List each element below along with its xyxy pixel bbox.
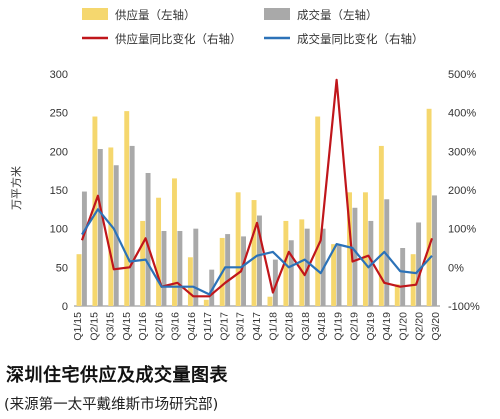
bar-supply	[362, 192, 368, 306]
bar-transaction	[193, 228, 199, 306]
bar-transaction	[81, 191, 87, 306]
x-tick-label: Q1/19	[332, 312, 344, 341]
bar-transaction	[432, 195, 437, 306]
x-tick-label: Q3/17	[235, 312, 247, 341]
bar-supply	[267, 296, 273, 306]
x-tick-label: Q3/19	[365, 312, 377, 341]
bar-transaction	[97, 149, 103, 306]
y-left-tick-label: 50	[56, 262, 68, 274]
line-supply-yoy	[80, 78, 434, 298]
y-right-tick-label: -100%	[448, 301, 480, 313]
bar-supply	[394, 284, 400, 306]
bar-transaction	[384, 199, 390, 306]
x-tick-label: Q1/17	[202, 312, 214, 341]
legend-swatch-transaction	[264, 8, 290, 20]
bar-transaction	[241, 236, 246, 306]
x-tick-label: Q4/17	[251, 312, 263, 341]
y-right-tick-label: 0%	[448, 262, 464, 274]
y-axis-label: 万平方米	[9, 166, 23, 210]
x-tick-label: Q4/16	[186, 312, 198, 341]
legend-label-transaction: 成交量（左轴）	[297, 8, 378, 22]
legend: 供应量（左轴） 成交量（左轴） 供应量同比变化（右轴） 成交量同比变化（右轴）	[82, 8, 424, 46]
bar-transaction	[129, 145, 135, 306]
x-tick-label: Q3/20	[430, 312, 442, 341]
y-left-tick-label: 150	[50, 185, 68, 197]
bar-supply	[378, 145, 384, 306]
x-tick-label: Q3/15	[105, 312, 117, 341]
bar-supply	[410, 254, 416, 306]
bar-supply	[156, 197, 162, 306]
bar-supply	[92, 116, 98, 307]
x-tick-label: Q1/20	[397, 312, 409, 341]
x-tick-label: Q3/16	[170, 312, 182, 341]
bar-supply	[76, 254, 82, 306]
bar-supply	[426, 108, 432, 306]
y-left-tick-label: 250	[50, 108, 68, 120]
bar-transaction	[336, 244, 342, 306]
legend-label-supply: 供应量（左轴）	[115, 8, 196, 22]
bar-transaction	[257, 215, 262, 306]
y-left-tick-label: 300	[50, 69, 68, 81]
line-transaction-yoy	[81, 208, 433, 296]
x-tick-label: Q2/18	[284, 312, 296, 341]
category-labels: Q1/15 Q2/15 Q3/15 Q4/15 Q1/16 Q2/16 Q3/16 Q4/16…	[72, 312, 442, 341]
x-tick-label: Q1/15	[72, 312, 84, 341]
bar-transaction	[400, 248, 406, 306]
bar-transaction	[288, 240, 294, 306]
y-left-tick-label: 100	[50, 224, 68, 236]
bar-supply	[140, 220, 146, 306]
legend-swatch-supply	[82, 8, 108, 20]
bar-supply	[347, 192, 352, 306]
bar-supply	[299, 219, 305, 306]
legend-label-supply-yoy: 供应量同比变化（右轴）	[115, 32, 242, 46]
bar-transaction	[225, 234, 231, 306]
y-left-tick-label: 200	[50, 146, 68, 158]
x-tick-label: Q2/20	[414, 312, 426, 341]
x-tick-label: Q2/15	[88, 312, 100, 341]
x-tick-label: Q1/16	[137, 312, 149, 341]
x-tick-label: Q1/18	[267, 312, 279, 341]
bar-supply	[172, 178, 177, 306]
legend-label-transaction-yoy: 成交量同比变化（右轴）	[297, 32, 424, 46]
x-tick-label: Q3/18	[300, 312, 312, 341]
lines	[80, 78, 434, 298]
x-tick-label: Q2/17	[218, 312, 230, 341]
bar-transaction	[352, 207, 358, 306]
bar-supply	[187, 257, 193, 306]
bar-transaction	[145, 172, 151, 306]
x-tick-label: Q2/19	[349, 312, 361, 341]
chart: 供应量（左轴） 成交量（左轴） 供应量同比变化（右轴） 成交量同比变化（右轴） …	[9, 8, 480, 341]
bar-supply	[251, 200, 257, 306]
bar-transaction	[161, 230, 167, 306]
bar-transaction	[416, 222, 422, 306]
bar-transaction	[209, 269, 215, 306]
bar-supply	[331, 244, 337, 306]
bar-supply	[203, 299, 209, 306]
y-right-tick-label: 500%	[448, 69, 476, 81]
bar-transaction	[272, 259, 278, 306]
bar-supply	[235, 192, 241, 306]
bar-transaction	[177, 230, 183, 306]
y-right-tick-label: 300%	[448, 146, 476, 158]
bar-supply	[315, 116, 321, 307]
y-right-tick-label: 100%	[448, 224, 476, 236]
x-tick-label: Q4/18	[316, 312, 328, 341]
y-right-tick-label: 400%	[448, 108, 476, 120]
x-tick-label: Q4/15	[121, 312, 133, 341]
source-note: (来源第一太平戴维斯市场研究部)	[4, 397, 219, 413]
y-left-tick-label: 0	[62, 301, 68, 313]
bars	[76, 108, 437, 307]
bar-supply	[124, 111, 130, 307]
x-tick-label: Q4/19	[381, 312, 393, 341]
axes: 0 50 100 150 200 250 300 -100% 0% 100% 200% 300% 400…	[50, 69, 480, 313]
y-right-tick-label: 200%	[448, 185, 476, 197]
chart-caption: 深圳住宅供应及成交量图表	[6, 365, 228, 386]
x-tick-label: Q2/16	[153, 312, 165, 341]
